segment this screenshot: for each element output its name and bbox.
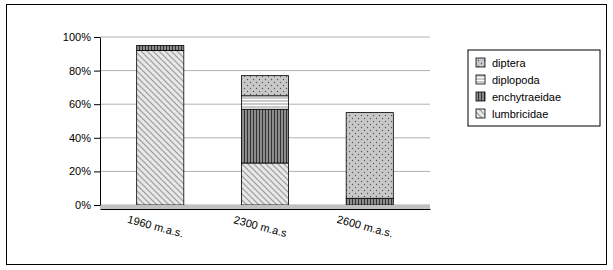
legend: diptera diplopoda enchytraeidae lumbricidae bbox=[468, 50, 600, 126]
bar-segment bbox=[241, 76, 288, 96]
floor bbox=[100, 205, 430, 209]
legend-label: diplopoda bbox=[492, 74, 541, 86]
tick-label: 100% bbox=[63, 31, 91, 43]
tick-label: 2300 m.a.s bbox=[233, 213, 289, 239]
legend-box bbox=[468, 50, 600, 126]
tick: 80% bbox=[69, 65, 100, 77]
tick-label: 80% bbox=[69, 65, 91, 77]
bars bbox=[137, 45, 394, 205]
chart: 0% 20% 40% 60% 80% 100% 1960 m.a.s. 2300 m.a.s 2… bbox=[0, 0, 613, 270]
bar-segment bbox=[241, 163, 288, 205]
tick-label: 2600 m.a.s. bbox=[336, 213, 395, 239]
legend-swatch bbox=[476, 109, 485, 118]
grid bbox=[100, 37, 430, 205]
bar-segment bbox=[346, 198, 393, 205]
tick: 2300 m.a.s bbox=[233, 213, 289, 239]
bar-segment bbox=[241, 96, 288, 109]
tick-mark bbox=[94, 138, 100, 139]
tick-label: 20% bbox=[69, 165, 91, 177]
legend-swatch bbox=[476, 92, 485, 101]
tick: 100% bbox=[63, 31, 100, 43]
axis-line bbox=[101, 209, 431, 210]
tick: 20% bbox=[69, 165, 100, 177]
bar-segment bbox=[346, 113, 393, 199]
chart-frame bbox=[7, 5, 607, 265]
grid-line bbox=[100, 37, 430, 38]
legend-swatch bbox=[476, 58, 485, 67]
tick: 1960 m.a.s. bbox=[126, 213, 185, 239]
x-axis: 1960 m.a.s. 2300 m.a.s 2600 m.a.s. bbox=[101, 210, 431, 240]
tick-label: 1960 m.a.s. bbox=[126, 213, 185, 239]
legend-label: enchytraeidae bbox=[492, 91, 561, 103]
bar-segment bbox=[137, 45, 184, 50]
tick-mark bbox=[94, 171, 100, 172]
bar-segment bbox=[137, 45, 184, 46]
tick: 2600 m.a.s. bbox=[336, 213, 395, 239]
tick-label: 60% bbox=[69, 98, 91, 110]
legend-label: lumbricidae bbox=[492, 108, 548, 120]
tick-mark bbox=[94, 37, 100, 38]
legend-label: diptera bbox=[492, 57, 527, 69]
tick: 60% bbox=[69, 98, 100, 110]
tick-mark bbox=[94, 205, 100, 206]
bar-segment bbox=[137, 45, 184, 46]
tick: 0% bbox=[75, 199, 100, 211]
bar-segment bbox=[137, 50, 184, 205]
plot-area bbox=[100, 37, 430, 205]
tick-label: 40% bbox=[69, 132, 91, 144]
legend-swatch bbox=[476, 75, 485, 84]
tick-label: 0% bbox=[75, 199, 91, 211]
tick-mark bbox=[94, 71, 100, 72]
y-axis: 0% 20% 40% 60% 80% 100% bbox=[63, 31, 101, 211]
tick: 40% bbox=[69, 132, 100, 144]
bar-segment bbox=[241, 109, 288, 163]
tick-mark bbox=[94, 104, 100, 105]
axis-line bbox=[100, 38, 101, 206]
